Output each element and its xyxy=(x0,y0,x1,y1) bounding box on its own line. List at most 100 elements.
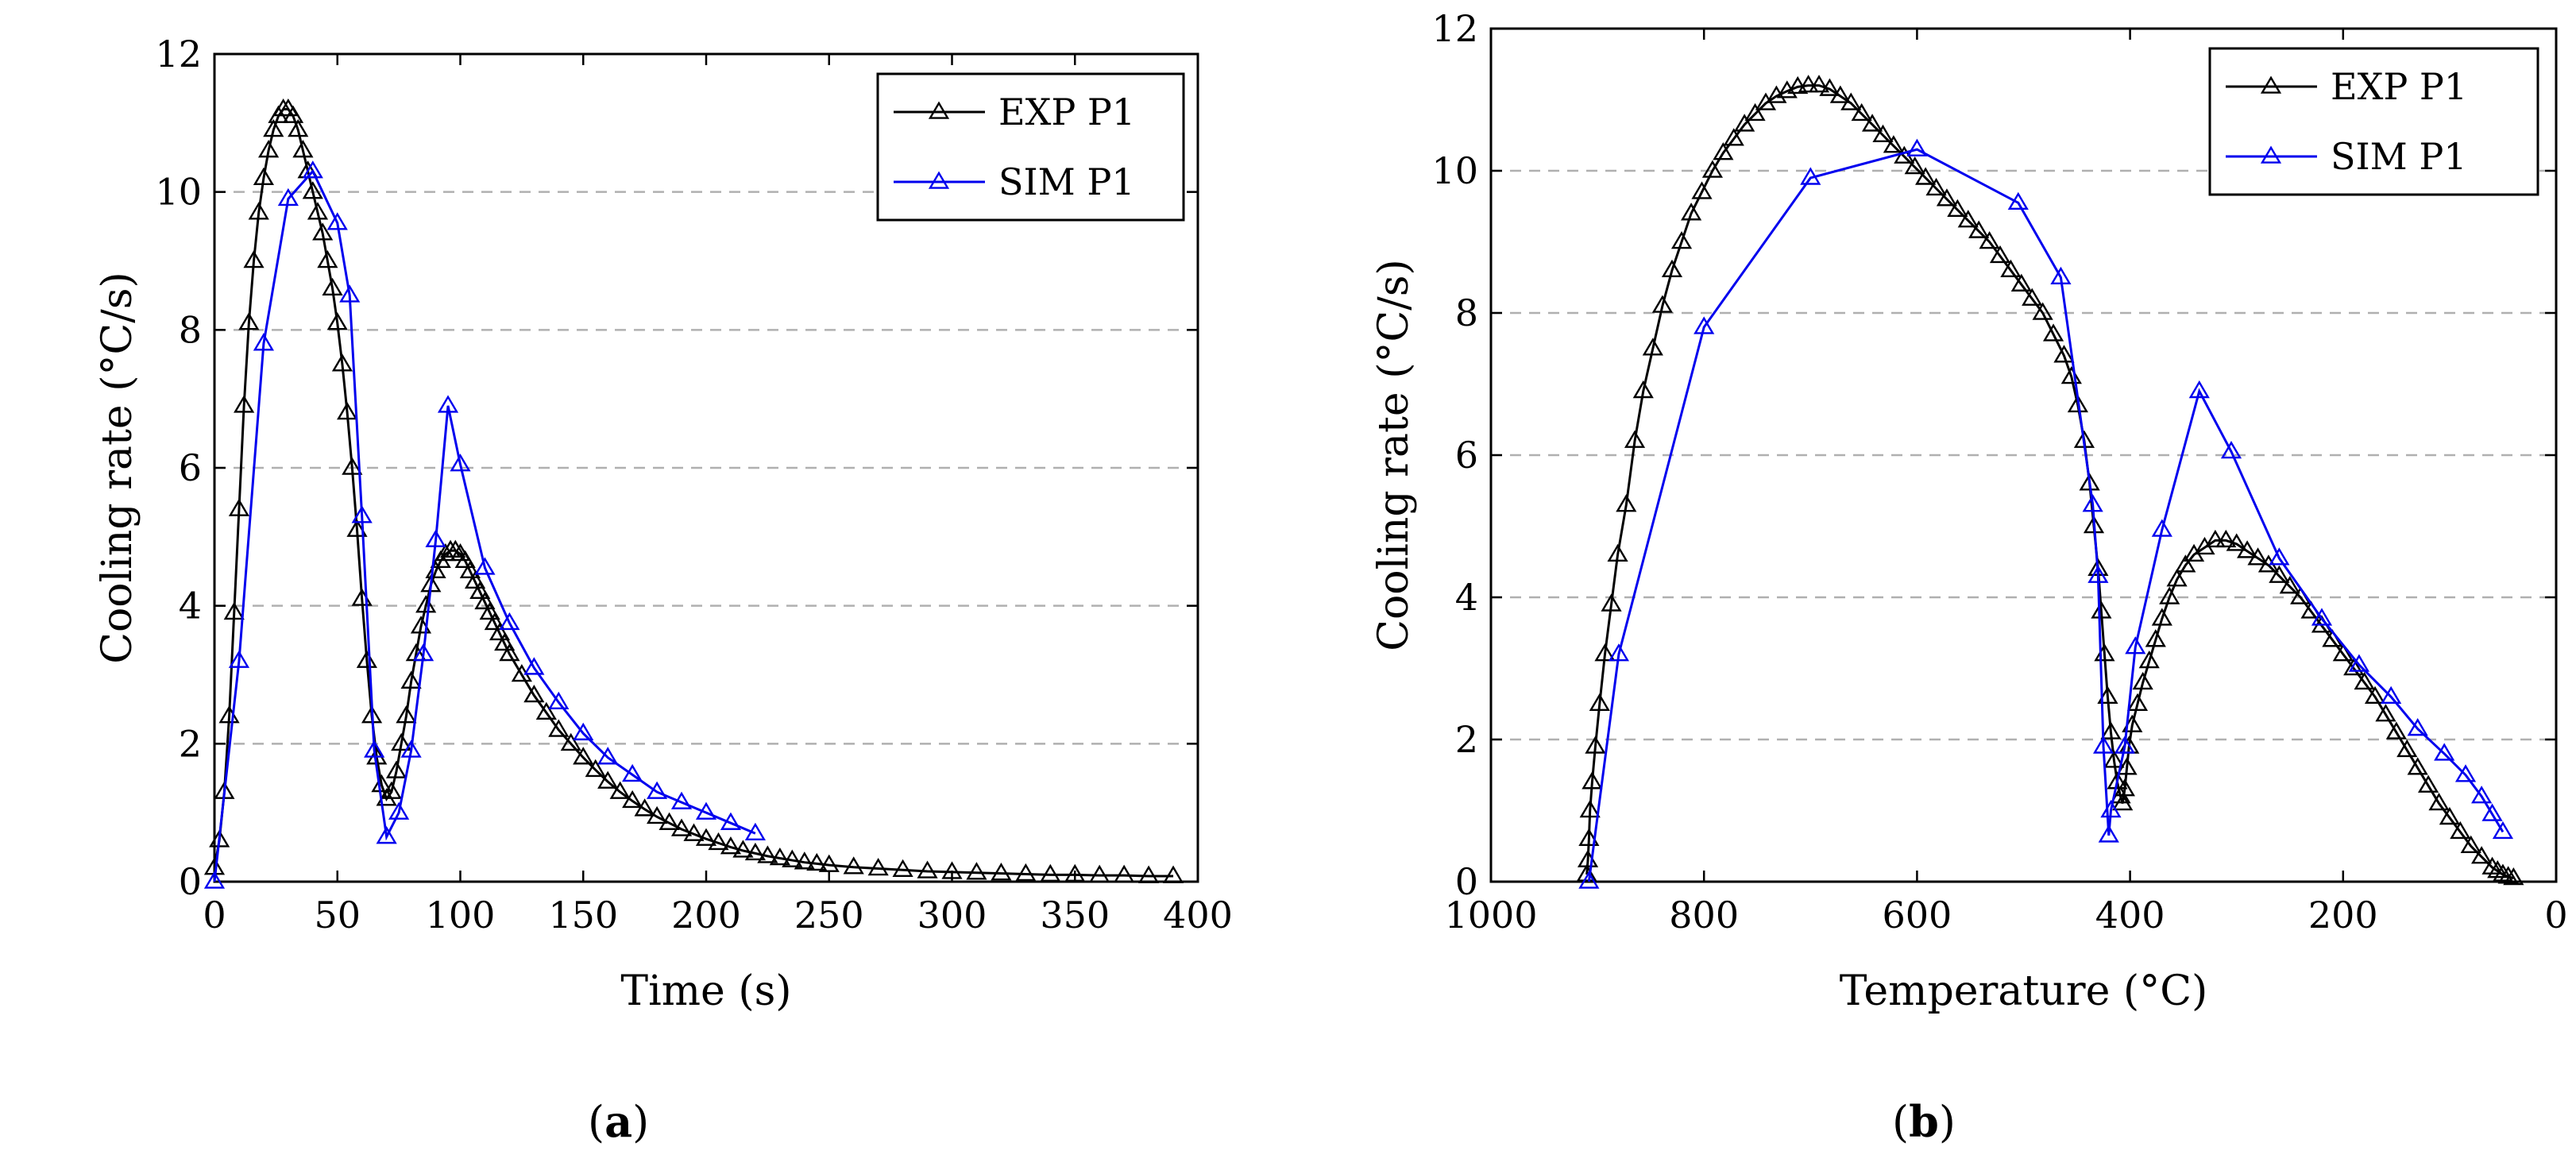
chart-b-series-0-point-19 xyxy=(1701,160,1724,178)
chart-a-series-0-point-78 xyxy=(720,836,742,855)
chart-a-series-1-point-18 xyxy=(523,657,545,675)
chart-a-series-0-point-93 xyxy=(991,863,1012,881)
chart-b-series-0-point-98 xyxy=(2385,721,2407,739)
chart-b-series-1-point-26 xyxy=(2492,821,2514,840)
chart-a-series-0-point-62 xyxy=(523,685,545,703)
chart-b-series-1-point-20 xyxy=(2381,685,2402,705)
chart-b-series-0-point-44 xyxy=(1968,220,1990,238)
chart-a-series-0-point-90 xyxy=(917,860,938,878)
chart-b-series-0-point-14 xyxy=(1651,295,1673,313)
chart-b-series-0-point-61 xyxy=(2097,685,2118,705)
chart-b-series-0-point-93 xyxy=(2332,643,2354,662)
chart-a-series-0-point-77 xyxy=(708,832,729,851)
chart-b-series-1-point-9 xyxy=(2092,736,2114,754)
chart-b-series-1-point-24 xyxy=(2471,786,2493,804)
chart-b-series-0-point-3 xyxy=(1579,799,1601,818)
chart-a-series-0-point-75 xyxy=(683,823,705,841)
chart-a-series-0-point-36 xyxy=(380,781,402,799)
chart-a-series-0-point-34 xyxy=(371,774,392,793)
chart-b-series-1-point-11 xyxy=(2100,799,2122,818)
chart-a-ytick-label-4: 8 xyxy=(179,308,202,351)
chart-a-legend-label-0: EXP P1 xyxy=(998,91,1135,133)
chart-b: 1000 800 600 400 200 0 0 2 4 6 8 10 12 Temperature (°… xyxy=(1370,7,2568,1015)
chart-b-series-0-point-68 xyxy=(2116,757,2138,775)
chart-a-series-0-point-42 xyxy=(410,616,432,634)
chart-a-series-0-point-81 xyxy=(757,845,778,863)
chart-b-series-0-point-9 xyxy=(1607,543,1628,562)
chart-a-series-0-point-12 xyxy=(263,118,284,137)
caption-a-letter: a xyxy=(604,1096,633,1147)
chart-a-series-1-point-13 xyxy=(425,529,446,547)
chart-b-series-0-point-67 xyxy=(2114,778,2135,797)
chart-a-series-1-point-19 xyxy=(548,691,570,709)
chart-b-series-1-point-2 xyxy=(1694,316,1715,334)
chart-a-series-0-point-51 xyxy=(454,550,476,568)
chart-b-series-0-point-40 xyxy=(1925,177,1947,196)
chart-b-series-0-point-6 xyxy=(1589,693,1610,712)
chart-b-series-1-point-25 xyxy=(2481,803,2503,821)
caption-a-close: ) xyxy=(632,1097,650,1147)
chart-a-series-1-point-21 xyxy=(597,747,619,765)
chart-b-series-0-point-97 xyxy=(2375,704,2396,722)
chart-a-legend-box xyxy=(876,72,1185,222)
chart-a-series-0-point-38 xyxy=(391,732,412,751)
chart-b-series-1-point-8 xyxy=(2087,565,2109,583)
chart-a-series-1-point-20 xyxy=(573,722,594,741)
chart-a-series-0-point-89 xyxy=(892,859,913,877)
chart-b-series-0-point-105 xyxy=(2460,835,2481,854)
chart-a-series-0-point-80 xyxy=(744,842,766,861)
chart-b-series-0-point-34 xyxy=(1861,114,1883,132)
chart-b-series-0-point-102 xyxy=(2428,793,2450,811)
chart-a-series-0-point-23 xyxy=(317,249,338,268)
chart-a-series-0-point-52 xyxy=(459,560,481,579)
chart-a-series-0-point-95 xyxy=(1040,863,1061,882)
chart-b-ytick-label-6: 12 xyxy=(1431,7,1478,50)
chart-b-series-0-point-78 xyxy=(2175,554,2196,573)
chart-a-series-1-point-1 xyxy=(228,650,250,668)
chart-a-xtick-label-4: 200 xyxy=(671,894,741,936)
chart-a-series-0-point-79 xyxy=(732,840,754,858)
chart-a-series-0-point-76 xyxy=(695,828,717,846)
chart-a-series-0-point-87 xyxy=(843,856,864,875)
chart-b-series-0-point-64 xyxy=(2107,771,2128,790)
chart-a-series-0-point-69 xyxy=(609,781,631,799)
chart-b-legend-label-0: EXP P1 xyxy=(2331,65,2467,108)
chart-a-xtick-label-5: 250 xyxy=(794,894,864,936)
chart-b-series-0-point-46 xyxy=(1989,245,2011,264)
chart-b-series-1-point-18 xyxy=(2311,608,2333,626)
chart-a-xtick-label-6: 300 xyxy=(917,894,987,936)
caption-a-open: ( xyxy=(588,1097,605,1147)
chart-b-ytick-label-3: 6 xyxy=(1455,434,1478,477)
chart-a-series-1-point-2 xyxy=(253,333,274,351)
chart-b-series-1-point-1 xyxy=(1608,643,1630,662)
chart-a-series-1-point-27 xyxy=(744,822,766,840)
caption-b-close: ) xyxy=(1938,1097,1956,1147)
chart-a-series-0-point-18 xyxy=(292,140,314,158)
chart-b-series-0-point-28 xyxy=(1798,75,1819,93)
chart-b-series-0-point-53 xyxy=(2060,366,2082,384)
chart-b-series-0-point-12 xyxy=(1632,380,1654,399)
chart-a-series-0-point-21 xyxy=(307,202,329,220)
chart-b-series-0-point-20 xyxy=(1713,142,1734,160)
chart-b-legend-marker-1 xyxy=(2260,145,2282,164)
chart-a-series-0-point-11 xyxy=(257,140,280,158)
chart-b-series-0-point-47 xyxy=(2000,259,2022,278)
chart-a-legend-label-1: SIM P1 xyxy=(998,160,1135,203)
chart-b-series-0-point-10 xyxy=(1616,494,1637,512)
chart-a-series-0-point-72 xyxy=(647,805,668,824)
chart-b-series-0-point-17 xyxy=(1681,203,1702,221)
chart-a-series-0-point-100 xyxy=(1162,865,1184,883)
chart-a-series-0-point-92 xyxy=(966,862,987,880)
chart-a-series-1-point-0 xyxy=(203,871,226,889)
chart-a-series-1-line xyxy=(213,168,756,882)
chart-b-series-1-point-19 xyxy=(2348,654,2370,672)
chart-b-series-0-point-36 xyxy=(1883,135,1904,153)
chart-a-series-1-point-16 xyxy=(474,557,496,575)
chart-b-series-1-point-10 xyxy=(2098,824,2119,843)
chart-b-series-1-point-12 xyxy=(2114,736,2135,754)
chart-a-x-axis-label: Time (s) xyxy=(620,967,791,1015)
chart-b-series-1-point-15 xyxy=(2188,380,2210,399)
chart-b-series-1-point-6 xyxy=(2050,266,2072,285)
chart-a-series-0-point-64 xyxy=(548,719,570,737)
chart-b-series-0-point-13 xyxy=(1642,338,1663,356)
